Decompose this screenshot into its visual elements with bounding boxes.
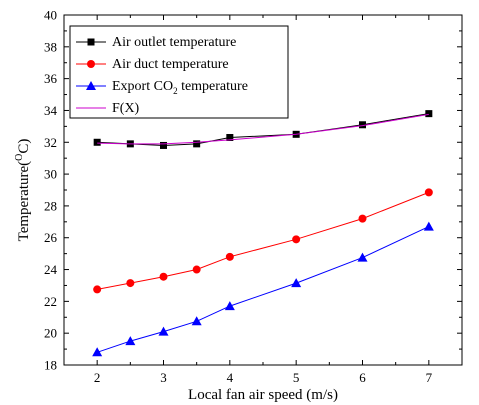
data-point — [224, 301, 235, 311]
legend-label-fx: F(X) — [112, 101, 140, 116]
y-tick-label: 18 — [44, 358, 57, 373]
y-tick-label: 22 — [44, 294, 57, 309]
series-2 — [92, 221, 434, 357]
x-tick-label: 2 — [94, 370, 101, 385]
y-axis-title: Temperature(OC) — [14, 139, 32, 242]
data-point — [160, 141, 167, 149]
y-axis: 18 20 22 24 26 28 30 32 34 36 38 40 — [44, 8, 462, 373]
data-point — [193, 140, 201, 148]
x-tick-label: 6 — [359, 370, 366, 385]
data-point — [226, 134, 234, 141]
y-axis-title-suffix: C) — [16, 139, 32, 154]
legend-label-export-co2: Export CO2 temperature — [112, 79, 248, 96]
y-tick-label: 30 — [44, 167, 57, 182]
legend-marker — [86, 81, 96, 90]
data-point — [425, 110, 433, 118]
legend-label-export-co2-main: Export CO — [112, 79, 173, 94]
y-tick-label: 26 — [44, 230, 58, 245]
data-point — [192, 265, 201, 274]
legend-marker — [87, 38, 95, 46]
series-layer — [92, 110, 434, 357]
y-tick-label: 36 — [44, 71, 58, 86]
data-point — [358, 214, 367, 223]
legend-label-export-co2-subscript: 2 — [173, 86, 178, 96]
legend: Air outlet temperature Air duct temperat… — [69, 25, 289, 119]
data-point — [357, 252, 368, 262]
y-axis-title-superscript: O — [14, 154, 25, 161]
legend-symbols — [76, 38, 106, 109]
legend-box — [69, 25, 289, 119]
legend-label-air-duct: Air duct temperature — [112, 57, 229, 72]
series-line — [97, 226, 430, 353]
x-axis: 2 3 4 5 6 7 — [94, 15, 433, 385]
data-point — [359, 121, 366, 129]
data-point — [159, 272, 168, 281]
x-tick-label: 7 — [426, 370, 433, 385]
x-tick-label: 4 — [227, 370, 234, 385]
data-point — [291, 278, 302, 288]
x-tick-label: 5 — [293, 370, 300, 385]
y-tick-label: 34 — [44, 103, 58, 118]
x-tick-label: 3 — [160, 370, 167, 385]
legend-label-air-outlet: Air outlet temperature — [112, 35, 236, 50]
series-line — [97, 191, 429, 290]
data-point — [158, 326, 169, 336]
y-tick-label: 40 — [44, 8, 57, 23]
data-point — [423, 221, 434, 231]
y-tick-label: 28 — [44, 198, 57, 213]
data-point — [93, 285, 102, 294]
data-point — [92, 347, 103, 357]
legend-label-export-co2-rest: temperature — [178, 79, 248, 94]
y-axis-title-prefix: Temperature( — [16, 161, 32, 242]
series-3 — [97, 113, 429, 145]
series-1 — [93, 188, 433, 294]
data-point — [126, 279, 135, 288]
data-point — [292, 235, 301, 244]
y-tick-label: 20 — [44, 326, 57, 341]
data-point — [191, 316, 202, 326]
y-tick-label: 24 — [44, 262, 58, 277]
y-tick-label: 38 — [44, 39, 57, 54]
series-line — [97, 113, 429, 145]
y-tick-label: 32 — [44, 135, 57, 150]
data-point — [424, 188, 433, 197]
x-axis-title: Local fan air speed (m/s) — [188, 387, 338, 403]
data-point — [225, 252, 234, 261]
legend-marker — [87, 60, 95, 68]
data-point — [93, 138, 101, 146]
data-point — [125, 336, 136, 346]
